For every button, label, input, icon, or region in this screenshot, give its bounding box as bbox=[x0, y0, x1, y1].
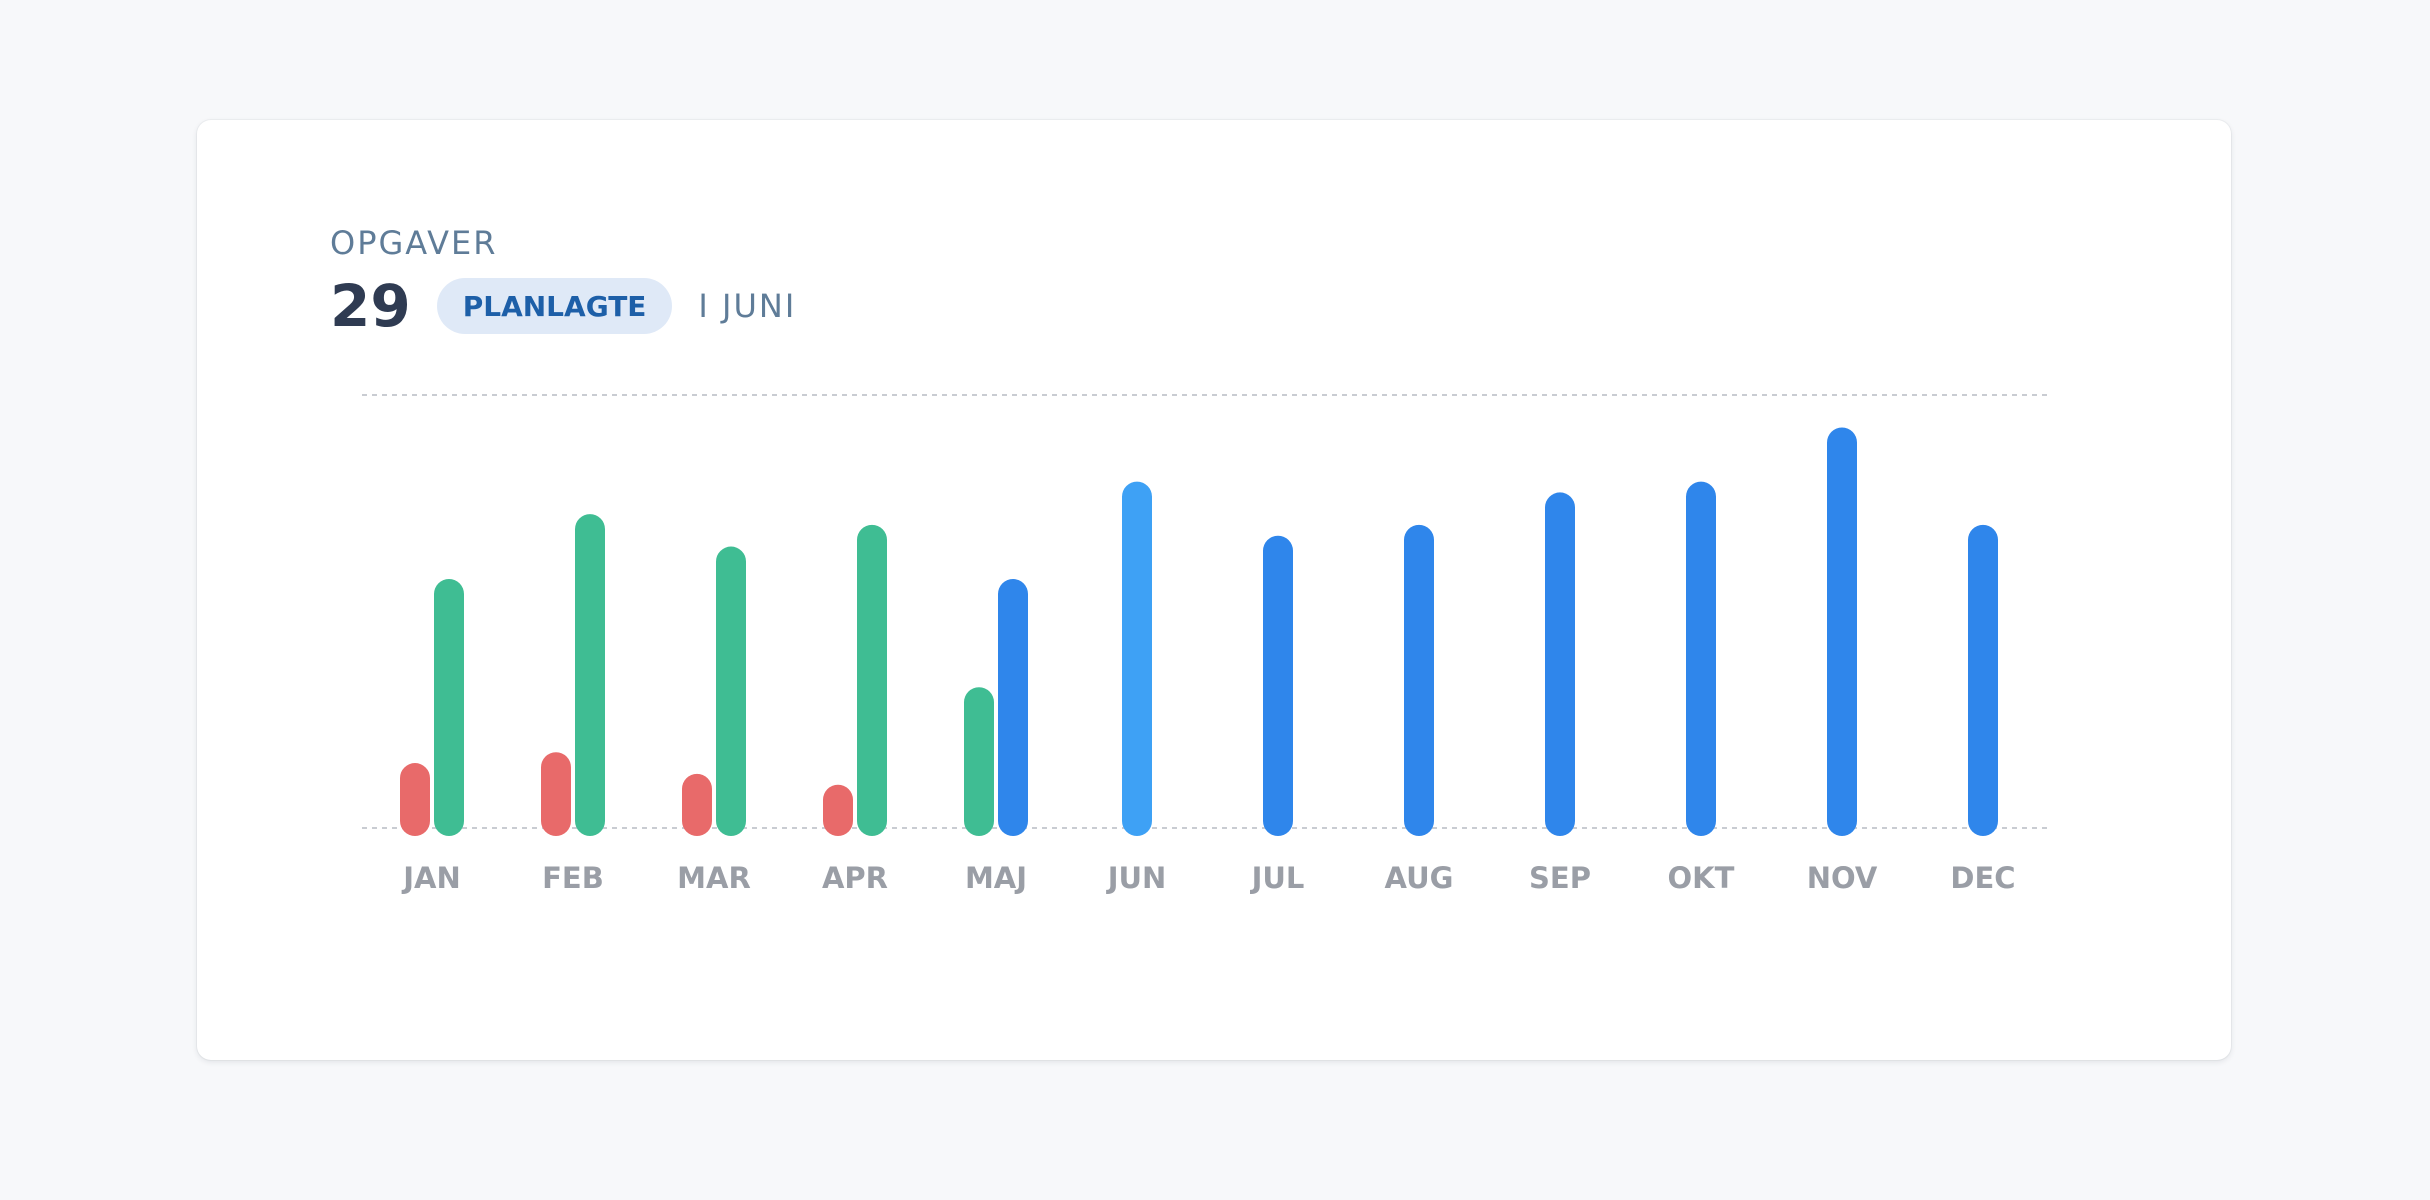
bar-blue-okt[interactable] bbox=[1686, 481, 1716, 836]
bar-green-jan[interactable] bbox=[434, 579, 464, 836]
x-tick-sep: SEP bbox=[1529, 861, 1591, 895]
x-tick-mar: MAR bbox=[677, 861, 751, 895]
x-tick-aug: AUG bbox=[1385, 861, 1454, 895]
x-tick-okt: OKT bbox=[1668, 861, 1735, 895]
bar-green-feb[interactable] bbox=[575, 514, 605, 836]
headline: 29 PLANLAGTE I JUNI bbox=[330, 276, 796, 336]
x-tick-apr: APR bbox=[822, 861, 888, 895]
bar-blue-nov[interactable] bbox=[1827, 427, 1857, 836]
bar-green-maj[interactable] bbox=[964, 687, 994, 836]
bar-red-mar[interactable] bbox=[682, 773, 712, 836]
bar-blue-sep[interactable] bbox=[1545, 492, 1575, 836]
chart-card: OPGAVER 29 PLANLAGTE I JUNI JAN FEB MAR APR… bbox=[197, 120, 2231, 1060]
status-badge[interactable]: PLANLAGTE bbox=[436, 278, 673, 334]
x-tick-jan: JAN bbox=[401, 861, 461, 895]
bar-blue-dec[interactable] bbox=[1968, 524, 1998, 836]
bar-green-apr[interactable] bbox=[857, 524, 887, 836]
x-tick-jun: JUN bbox=[1106, 861, 1167, 895]
x-tick-jul: JUL bbox=[1250, 861, 1305, 895]
x-tick-feb: FEB bbox=[542, 861, 604, 895]
x-tick-dec: DEC bbox=[1950, 861, 2015, 895]
x-tick-maj: MAJ bbox=[965, 861, 1027, 895]
bar-red-feb[interactable] bbox=[541, 752, 571, 836]
bar-blue-maj[interactable] bbox=[998, 579, 1028, 836]
task-count: 29 bbox=[330, 272, 411, 340]
bar-blue-aug[interactable] bbox=[1404, 524, 1434, 836]
bar-red-apr[interactable] bbox=[823, 784, 853, 836]
bar-green-mar[interactable] bbox=[716, 546, 746, 836]
bar-blue-jul[interactable] bbox=[1263, 535, 1293, 836]
bar-red-jan[interactable] bbox=[400, 763, 430, 836]
bar-chart: JAN FEB MAR APR MAJ JUN JUL AUG SEP OKT NOV DEC bbox=[362, 394, 2052, 895]
period-label: I JUNI bbox=[698, 287, 797, 325]
x-tick-nov: NOV bbox=[1807, 861, 1878, 895]
section-label: OPGAVER bbox=[330, 224, 498, 262]
bar-blue-jun[interactable] bbox=[1122, 481, 1152, 836]
